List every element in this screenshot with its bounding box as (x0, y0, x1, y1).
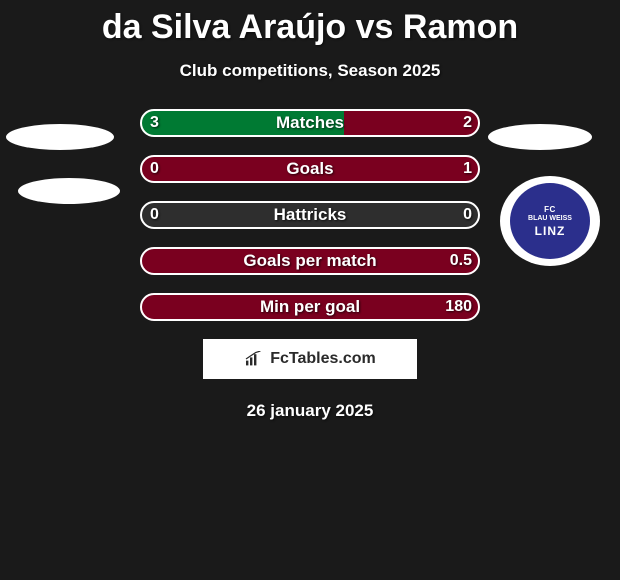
chart-icon (244, 351, 264, 367)
stat-bar-track (140, 247, 480, 275)
stat-row: Goals01 (0, 155, 620, 183)
stat-bar-right-fill (140, 293, 480, 321)
stat-bar-track (140, 293, 480, 321)
attribution-box: FcTables.com (203, 339, 417, 379)
subtitle: Club competitions, Season 2025 (0, 61, 620, 81)
stat-bar-right-fill (140, 247, 480, 275)
attribution-text: FcTables.com (270, 350, 376, 368)
date-label: 26 january 2025 (0, 401, 620, 421)
stat-bar-right-fill (344, 109, 480, 137)
stats-container: Matches32 Goals01 Hattricks00 Goals per mat… (0, 109, 620, 321)
stat-row: Min per goal180 (0, 293, 620, 321)
stat-bar-track (140, 155, 480, 183)
stat-bar-left-fill (140, 109, 344, 137)
stat-row: Hattricks00 (0, 201, 620, 229)
stat-row: Goals per match0.5 (0, 247, 620, 275)
stat-bar-track (140, 201, 480, 229)
stat-bar-track (140, 109, 480, 137)
stat-row: Matches32 (0, 109, 620, 137)
stat-bar-right-fill (140, 155, 480, 183)
page-title: da Silva Araújo vs Ramon (0, 0, 620, 47)
